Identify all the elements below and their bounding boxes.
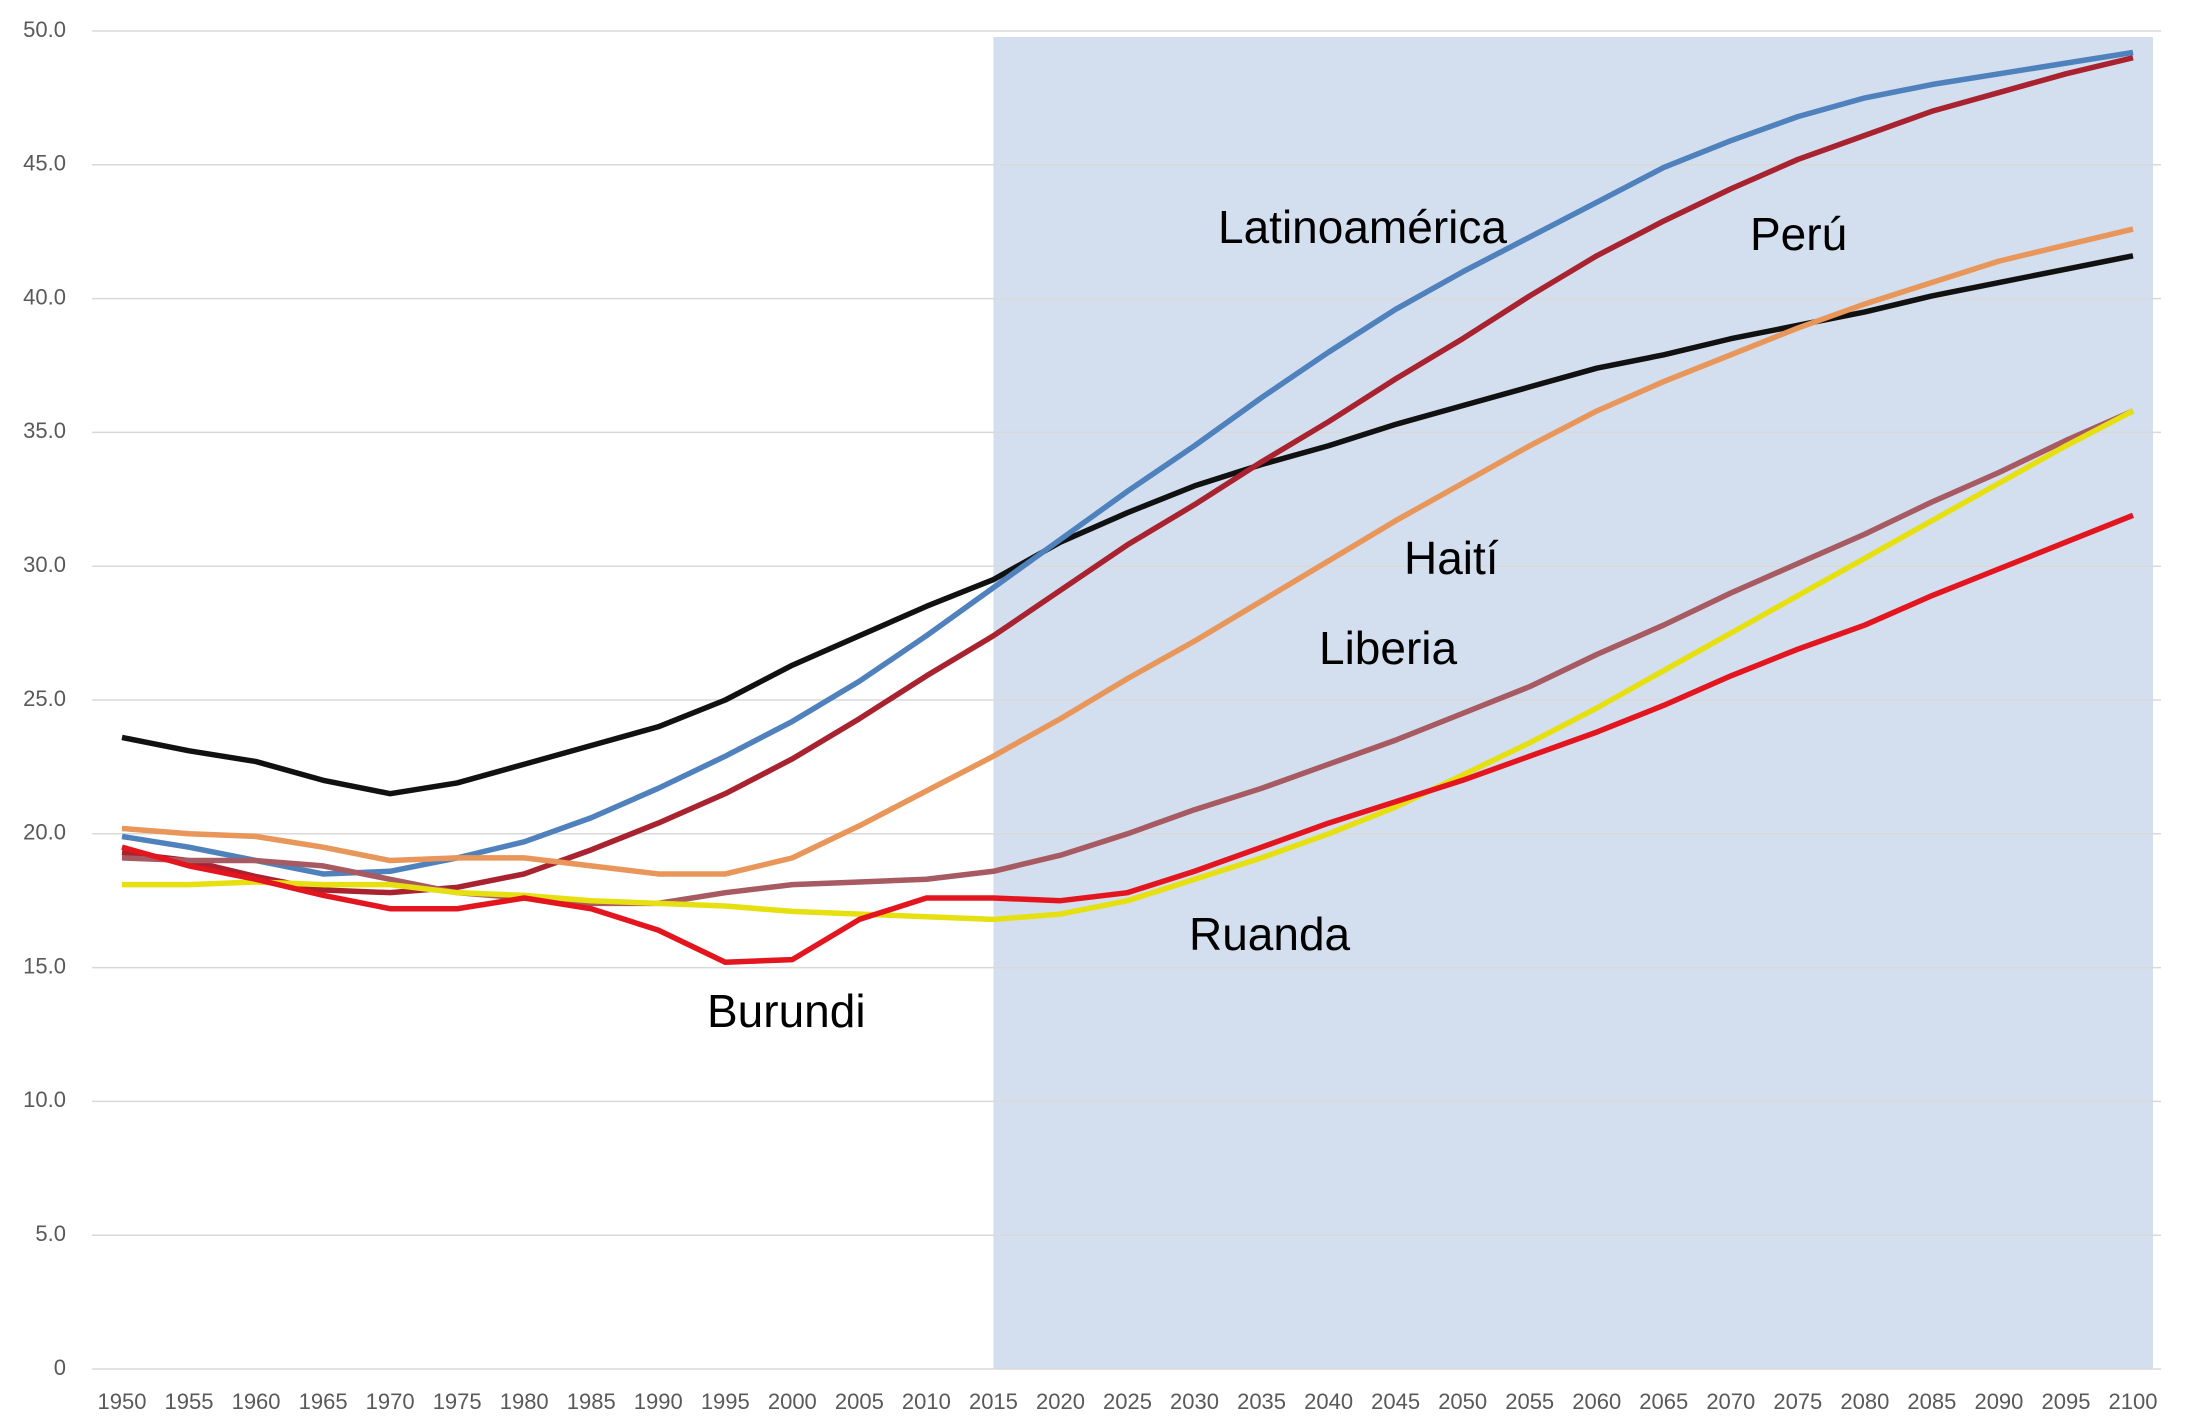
x-tick-label: 2045 bbox=[1371, 1389, 1420, 1414]
series-line bbox=[121, 226, 2134, 877]
series-line bbox=[121, 512, 2135, 965]
x-tick-label: 2090 bbox=[1974, 1389, 2023, 1414]
x-tick-label: 2075 bbox=[1773, 1389, 1822, 1414]
x-tick-label: 1975 bbox=[433, 1389, 482, 1414]
x-tick-label: 2040 bbox=[1304, 1389, 1353, 1414]
y-tick-label: 0 bbox=[54, 1355, 66, 1380]
x-tick-label: 2050 bbox=[1438, 1389, 1487, 1414]
x-tick-label: 1965 bbox=[299, 1389, 348, 1414]
x-tick-label: 2020 bbox=[1036, 1389, 1085, 1414]
y-tick-label: 25.0 bbox=[23, 686, 66, 711]
y-tick-label: 10.0 bbox=[23, 1087, 66, 1112]
x-tick-label: 2005 bbox=[835, 1389, 884, 1414]
x-tick-label: 2100 bbox=[2109, 1389, 2158, 1414]
x-tick-label: 1990 bbox=[634, 1389, 683, 1414]
series-label: Burundi bbox=[707, 985, 866, 1037]
x-tick-label: 2060 bbox=[1572, 1389, 1621, 1414]
x-tick-label: 2010 bbox=[902, 1389, 951, 1414]
series-label: Latinoamérica bbox=[1218, 201, 1507, 253]
y-tick-label: 50.0 bbox=[23, 17, 66, 42]
x-tick-label: 2030 bbox=[1170, 1389, 1219, 1414]
x-tick-label: 1985 bbox=[567, 1389, 616, 1414]
x-tick-label: 2070 bbox=[1706, 1389, 1755, 1414]
x-tick-label: 2085 bbox=[1907, 1389, 1956, 1414]
x-tick-label: 1980 bbox=[500, 1389, 549, 1414]
x-tick-label: 2035 bbox=[1237, 1389, 1286, 1414]
x-tick-label: 2080 bbox=[1840, 1389, 1889, 1414]
series-label: Liberia bbox=[1319, 622, 1458, 674]
series-line bbox=[121, 55, 2134, 896]
x-tick-label: 2065 bbox=[1639, 1389, 1688, 1414]
y-tick-label: 45.0 bbox=[23, 151, 66, 176]
x-tick-label: 1970 bbox=[366, 1389, 415, 1414]
y-tick-label: 35.0 bbox=[23, 418, 66, 443]
series-line bbox=[122, 408, 2135, 923]
series-label: Ruanda bbox=[1189, 908, 1351, 960]
y-tick-label: 5.0 bbox=[35, 1221, 66, 1246]
x-tick-label: 2055 bbox=[1505, 1389, 1554, 1414]
series-label: Perú bbox=[1750, 208, 1847, 260]
y-tick-label: 30.0 bbox=[23, 552, 66, 577]
series-label: Haití bbox=[1404, 532, 1499, 584]
x-tick-label: 1960 bbox=[232, 1389, 281, 1414]
x-tick-label: 1955 bbox=[165, 1389, 214, 1414]
y-tick-label: 20.0 bbox=[23, 820, 66, 845]
x-tick-label: 2025 bbox=[1103, 1389, 1152, 1414]
x-tick-label: 2015 bbox=[969, 1389, 1018, 1414]
y-tick-label: 15.0 bbox=[23, 953, 66, 978]
projection-shade bbox=[993, 37, 2153, 1369]
x-tick-label: 2095 bbox=[2041, 1389, 2090, 1414]
x-tick-label: 1995 bbox=[701, 1389, 750, 1414]
y-tick-label: 40.0 bbox=[23, 284, 66, 309]
x-tick-label: 1950 bbox=[98, 1389, 147, 1414]
x-tick-label: 2000 bbox=[768, 1389, 817, 1414]
